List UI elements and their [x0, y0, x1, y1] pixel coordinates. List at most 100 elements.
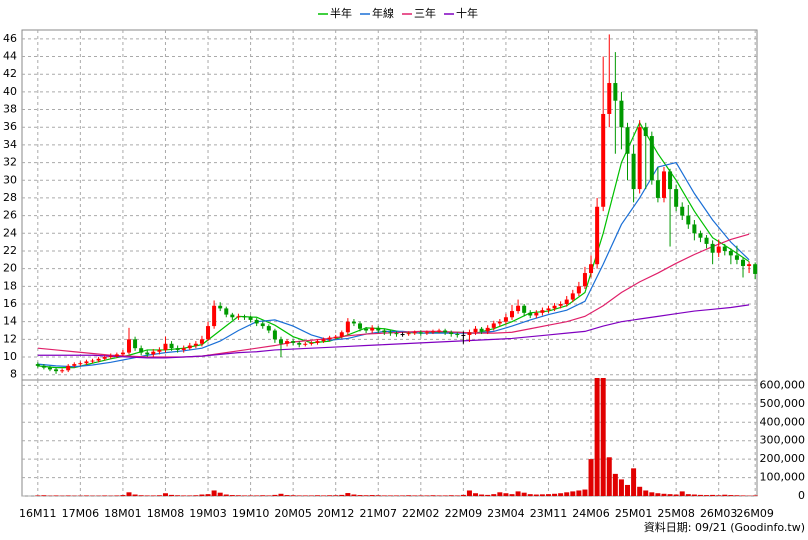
volume-bar: [223, 494, 229, 496]
candle-body: [133, 339, 138, 349]
legend-label: 半年: [330, 6, 352, 20]
candle-body: [96, 358, 101, 361]
candle-body: [206, 326, 211, 340]
volume-bar: [588, 459, 594, 496]
candle-body: [339, 332, 344, 337]
x-tick-label: 18M01: [104, 507, 142, 520]
y2-tick-label: 500,000: [760, 397, 806, 410]
candle-body: [285, 341, 290, 344]
y-tick-label: 16: [3, 297, 17, 310]
candle-body: [370, 327, 375, 331]
candle-body: [218, 305, 223, 309]
candle-body: [540, 310, 545, 313]
volume-bar: [369, 495, 375, 496]
volume-bar: [466, 490, 472, 496]
y-tick-label: 26: [3, 209, 17, 222]
volume-bar: [266, 495, 272, 496]
candle-body: [686, 215, 691, 225]
volume-bar: [424, 495, 430, 496]
candle-body: [291, 341, 296, 343]
volume-bar: [618, 479, 624, 496]
candle-body: [485, 327, 490, 332]
y-tick-label: 44: [3, 50, 17, 63]
candle-body: [351, 321, 356, 324]
volume-bar: [187, 495, 193, 496]
candle-body: [734, 255, 739, 260]
volume-bar: [393, 495, 399, 496]
volume-bar: [162, 493, 168, 496]
candle-body: [741, 259, 746, 266]
ma-line: [37, 121, 750, 369]
legend-label: 年線: [372, 6, 394, 20]
volume-bar: [211, 490, 217, 496]
candle-body: [181, 348, 186, 350]
volume-bar: [375, 495, 381, 496]
volume-bar: [144, 495, 150, 496]
volume-bar: [521, 492, 527, 496]
volume-bar: [302, 495, 308, 496]
candle-body: [716, 246, 721, 253]
volume-bar: [418, 495, 424, 496]
x-tick-label: 23M11: [530, 507, 568, 520]
x-tick-label: 20M12: [317, 507, 355, 520]
x-tick-label: 23M04: [487, 507, 525, 520]
candle-body: [412, 332, 417, 334]
candle-body: [145, 352, 150, 355]
volume-bar: [333, 495, 339, 496]
y-tick-label: 22: [3, 244, 17, 257]
volume-bar: [229, 495, 235, 496]
volume-bar: [242, 495, 248, 496]
volume-bar: [175, 495, 181, 496]
candle-body: [35, 364, 40, 366]
candle-body: [534, 312, 539, 316]
candle-body: [552, 305, 557, 309]
candle-body: [297, 342, 302, 345]
candle-body: [163, 343, 168, 350]
candle-body: [120, 352, 125, 355]
candle-body: [139, 348, 144, 353]
y2-tick-label: 400,000: [760, 415, 806, 428]
candle-body: [692, 224, 697, 234]
volume-bar: [296, 495, 302, 496]
candle-body: [230, 314, 235, 318]
volume-bar: [740, 495, 746, 496]
y-tick-label: 40: [3, 85, 17, 98]
candle-body: [114, 354, 119, 357]
candle-body: [461, 334, 466, 336]
candle-body: [607, 83, 612, 114]
x-tick-label: 16M11: [19, 507, 57, 520]
volume-bar: [691, 494, 697, 496]
volume-bar: [558, 493, 564, 496]
candle-body: [443, 330, 448, 333]
candle-body: [151, 351, 156, 355]
volume-bar: [272, 494, 278, 496]
volume-bar: [637, 486, 643, 496]
candle-body: [595, 206, 600, 265]
x-tick-label: 26M03: [700, 507, 738, 520]
volume-bar: [412, 495, 418, 496]
candle-body: [236, 316, 241, 318]
volume-bar: [102, 495, 108, 496]
candle-body: [625, 127, 630, 154]
volume-bar: [503, 493, 509, 496]
candle-body: [47, 367, 52, 370]
volume-bar: [704, 495, 710, 496]
volume-bar: [35, 495, 41, 496]
candle-body: [637, 127, 642, 190]
volume-bar: [643, 490, 649, 496]
x-tick-label: 17M06: [62, 507, 100, 520]
volume-bar: [722, 494, 728, 496]
candle-body: [309, 342, 314, 344]
volume-bar: [363, 495, 369, 496]
candle-body: [613, 83, 618, 101]
candle-body: [522, 305, 527, 313]
volume-bar: [473, 493, 479, 496]
candle-body: [169, 343, 174, 349]
x-tick-label: 18M08: [147, 507, 185, 520]
volume-bar: [314, 495, 320, 496]
volume-bar: [339, 494, 345, 496]
y-tick-label: 30: [3, 173, 17, 186]
volume-bar: [83, 495, 89, 496]
candle-body: [631, 153, 636, 190]
